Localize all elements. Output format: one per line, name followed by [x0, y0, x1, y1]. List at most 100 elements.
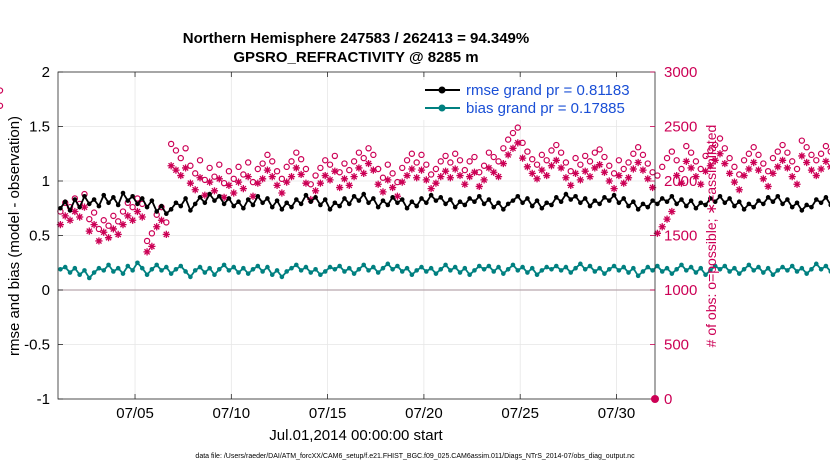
obs-possible-point	[514, 124, 521, 131]
obs-possible-point	[687, 149, 695, 156]
obs-possible-point	[755, 151, 762, 159]
bias-point	[476, 263, 482, 269]
obs-possible-point	[596, 146, 603, 153]
rmse-point	[424, 200, 429, 206]
obs-possible-point	[711, 141, 719, 149]
rmse-point	[419, 196, 424, 201]
rmse-series	[58, 190, 830, 216]
obs-assimilated-point	[581, 167, 589, 175]
obs-possible-point	[427, 171, 435, 178]
rmse-point	[621, 196, 627, 201]
obs-assimilated-point	[321, 171, 329, 180]
bias-point	[298, 268, 304, 273]
rmse-point	[361, 191, 367, 197]
obs-assimilated-point	[653, 229, 662, 237]
obs-assimilated-point	[519, 154, 527, 162]
bias-point	[424, 269, 429, 274]
bias-point	[505, 266, 511, 272]
obs-possible-point	[663, 154, 671, 162]
obs-assimilated-point	[201, 191, 209, 199]
obs-assimilated-point	[567, 181, 575, 189]
rmse-point	[688, 198, 694, 203]
rmse-point	[125, 198, 131, 203]
bias-point	[765, 265, 771, 271]
bias-point	[120, 271, 126, 276]
obs-assimilated-point	[263, 166, 272, 174]
obs-assimilated-point	[278, 189, 286, 197]
bias-point	[303, 264, 309, 270]
rmse-point	[549, 202, 554, 208]
rmse-point	[269, 204, 275, 210]
obs-possible-point	[447, 159, 454, 166]
rmse-point	[346, 201, 352, 207]
bias-point	[173, 266, 179, 272]
obs-assimilated-point	[196, 174, 204, 182]
rmse-point	[741, 207, 747, 212]
bias-point	[428, 265, 434, 271]
obs-possible-point	[471, 153, 478, 161]
rmse-point	[77, 204, 82, 210]
obs-assimilated-point	[759, 175, 767, 183]
obs-assimilated-point	[206, 178, 214, 186]
obs-possible-point	[105, 222, 112, 229]
rmse-point	[789, 204, 795, 210]
obs-assimilated-point	[552, 156, 560, 164]
rmse-point	[322, 197, 328, 202]
obs-possible-point	[731, 163, 738, 171]
bias-point	[491, 269, 497, 274]
obs-assimilated-point	[157, 216, 166, 224]
obs-assimilated-point	[186, 179, 194, 187]
bias-point	[582, 266, 588, 272]
obs-possible-point	[254, 165, 262, 173]
obs-possible-point	[644, 160, 651, 167]
obs-assimilated-point	[557, 164, 565, 172]
rmse-point	[568, 197, 574, 202]
obs-possible-point	[0, 87, 4, 94]
obs-possible-point	[192, 170, 199, 177]
rmse-point	[67, 208, 73, 213]
obs-assimilated-point	[490, 168, 498, 176]
obs-assimilated-point	[774, 163, 782, 171]
rmse-point	[761, 201, 766, 207]
obs-possible-point	[543, 157, 550, 164]
obs-assimilated-point	[220, 193, 228, 201]
obs-assimilated-point	[283, 178, 291, 186]
obs-assimilated-point	[71, 207, 79, 216]
bias-point	[640, 269, 646, 274]
obs-assimilated-point	[480, 176, 488, 184]
rmse-point	[308, 199, 314, 205]
bias-point	[679, 262, 684, 268]
obs-assimilated-point	[586, 173, 594, 181]
rmse-point	[284, 200, 289, 206]
obs-assimilated-point	[793, 180, 801, 188]
obs-assimilated-point	[562, 174, 570, 182]
rmse-point	[448, 197, 453, 202]
chart-title-line1: Northern Hemisphere 247583 / 262413 = 94…	[183, 30, 529, 47]
rmse-point	[260, 200, 265, 206]
bias-point	[501, 271, 506, 276]
bias-point	[318, 272, 323, 278]
rmse-point	[679, 197, 684, 202]
bias-point	[732, 265, 737, 271]
rmse-point	[736, 199, 742, 205]
obs-assimilated-point	[514, 139, 522, 147]
bias-point	[419, 264, 424, 270]
obs-possible-point	[249, 178, 257, 186]
obs-possible-point	[437, 158, 444, 165]
bias-point	[361, 262, 367, 268]
obs-possible-point	[654, 172, 661, 179]
obs-assimilated-point	[230, 189, 238, 197]
obs-possible-point	[789, 158, 796, 165]
rmse-point	[635, 207, 641, 212]
bias-point	[616, 268, 622, 273]
rmse-point	[722, 200, 728, 206]
obs-possible-point	[692, 158, 700, 165]
obs-assimilated-point	[114, 230, 122, 239]
rmse-point	[82, 193, 87, 199]
bias-point	[597, 265, 602, 271]
rmse-point	[168, 207, 174, 212]
bias-point	[216, 266, 222, 272]
obs-possible-point	[244, 159, 252, 166]
rmse-point	[380, 198, 386, 203]
bias-point	[823, 263, 829, 269]
